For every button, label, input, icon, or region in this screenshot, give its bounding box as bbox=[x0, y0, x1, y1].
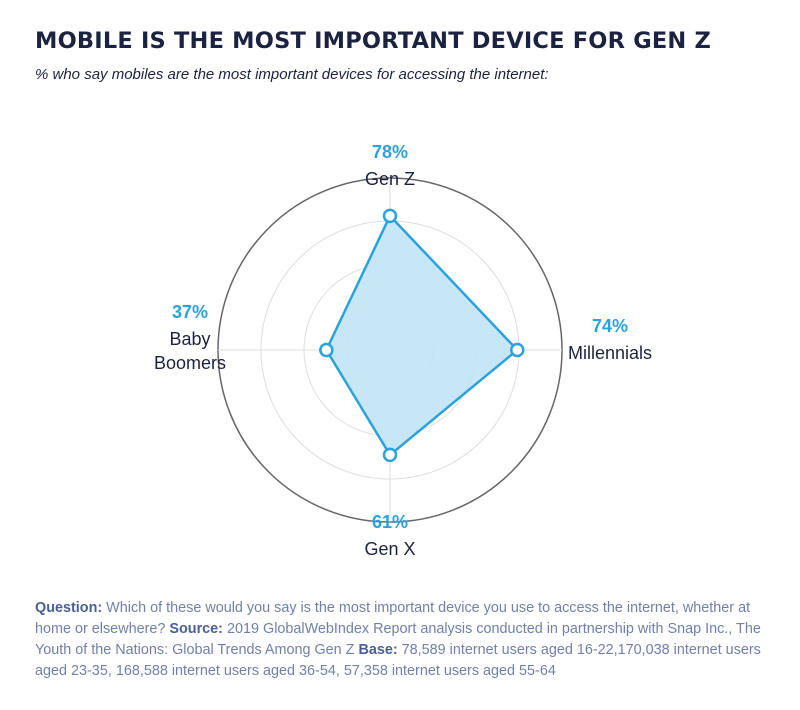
value-label: 78% bbox=[372, 142, 408, 162]
value-label: 37% bbox=[172, 302, 208, 322]
radar-point bbox=[319, 342, 334, 358]
source-label: Source: bbox=[169, 621, 223, 637]
category-label: Gen X bbox=[364, 539, 415, 559]
category-label: Gen Z bbox=[365, 169, 415, 189]
chart-title: MOBILE IS THE MOST IMPORTANT DEVICE FOR … bbox=[35, 28, 712, 54]
source-text: 2019 GlobalWebIndex Report analysis cond… bbox=[35, 621, 761, 658]
category-label: Millennials bbox=[568, 343, 652, 363]
chart-subtitle: % who say mobiles are the most important… bbox=[35, 66, 549, 83]
category-label: Boomers bbox=[154, 353, 226, 373]
category-label: Baby bbox=[169, 329, 210, 349]
radar-labels: 78% Gen Z 74% Millennials 61% Gen X 37% Baby Boo… bbox=[154, 142, 652, 559]
radar-point bbox=[382, 447, 398, 463]
base-label: Base: bbox=[358, 642, 398, 658]
value-label: 61% bbox=[372, 512, 408, 532]
radar-point bbox=[510, 342, 525, 358]
radar-series bbox=[319, 208, 525, 463]
radar-point bbox=[382, 208, 398, 224]
radar-area bbox=[325, 214, 519, 457]
chart-footnote: Question: Which of these would you say i… bbox=[35, 598, 785, 682]
base-text: 78,589 internet users aged 16-22,170,038… bbox=[35, 642, 761, 679]
value-label: 74% bbox=[592, 316, 628, 336]
question-text: Which of these would you say is the most… bbox=[35, 600, 751, 637]
question-label: Question: bbox=[35, 600, 103, 616]
radar-chart: 78% Gen Z 74% Millennials 61% Gen X 37% Baby Boo… bbox=[154, 142, 652, 559]
